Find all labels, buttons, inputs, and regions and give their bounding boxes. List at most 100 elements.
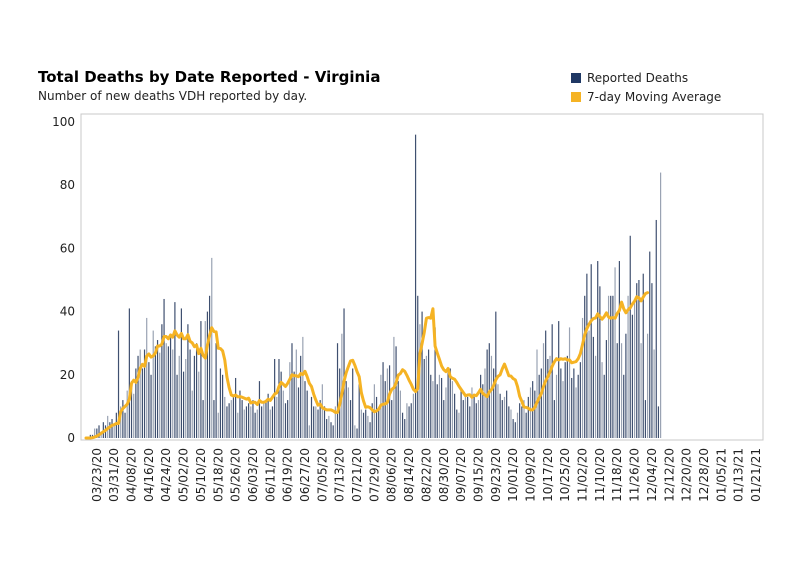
- x-tick-label: 06/11/20: [263, 448, 277, 502]
- x-tick-label: 08/30/20: [437, 448, 451, 502]
- reported-deaths-bar: [143, 349, 146, 438]
- reported-deaths-bar: [141, 368, 143, 438]
- reported-deaths-bar: [447, 371, 449, 438]
- reported-deaths-bar: [636, 283, 638, 438]
- moving-average-line: [84, 291, 650, 440]
- reported-deaths-bar: [176, 374, 178, 438]
- reported-deaths-bar: [410, 403, 412, 438]
- reported-deaths-bar: [651, 283, 653, 438]
- reported-deaths-bar: [334, 406, 336, 438]
- y-axis: 0 20 40 60 80 100: [52, 115, 75, 445]
- reported-deaths-bar: [321, 384, 323, 438]
- reported-deaths-bar: [564, 362, 566, 438]
- reported-deaths-bar: [579, 362, 581, 438]
- reported-deaths-bar: [315, 406, 317, 438]
- reported-deaths-bar: [109, 422, 111, 438]
- reported-deaths-bar: [295, 349, 297, 438]
- reported-deaths-bar: [460, 390, 462, 438]
- x-tick-label: 08/06/20: [385, 448, 399, 502]
- reported-deaths-bar: [551, 324, 553, 438]
- reported-deaths-bar: [434, 327, 436, 438]
- reported-deaths-bar: [404, 419, 406, 438]
- reported-deaths-bar: [180, 308, 182, 438]
- reported-deaths-bar: [523, 400, 525, 438]
- reported-deaths-bar: [391, 400, 393, 438]
- x-tick-label: 11/18/20: [610, 448, 624, 502]
- reported-deaths-bar: [226, 406, 228, 438]
- reported-deaths-bar: [414, 134, 417, 438]
- reported-deaths-bar: [206, 311, 209, 438]
- reported-deaths-bar: [599, 286, 601, 438]
- reported-deaths-bar: [217, 412, 219, 438]
- reported-deaths-bar: [117, 330, 120, 438]
- reported-deaths-bar: [137, 355, 139, 438]
- x-tick-label: 07/29/20: [367, 448, 381, 502]
- reported-deaths-bar: [493, 368, 495, 438]
- x-axis: 03/23/20 03/31/20 04/08/20 04/16/20 04/24/20…: [90, 448, 763, 502]
- reported-deaths-bar: [473, 396, 475, 438]
- reported-deaths-bar: [343, 308, 345, 438]
- chart-legend: Reported Deaths 7-day Moving Average: [571, 68, 721, 106]
- x-tick-label: 07/21/20: [350, 448, 364, 502]
- reported-deaths-bar: [133, 393, 135, 438]
- reported-deaths-bar: [284, 403, 287, 438]
- reported-deaths-bar: [362, 412, 365, 438]
- reported-deaths-bar: [165, 343, 167, 438]
- x-tick-label: 08/22/20: [419, 448, 433, 502]
- reported-deaths-bar: [475, 403, 477, 438]
- reported-deaths-bar: [640, 343, 642, 438]
- reported-deaths-bar: [660, 172, 662, 438]
- reported-deaths-bar: [612, 295, 614, 438]
- reported-deaths-bar: [245, 406, 248, 438]
- reported-deaths-bar: [594, 355, 597, 438]
- reported-deaths-bar: [111, 419, 113, 438]
- reported-deaths-bar: [195, 343, 198, 438]
- reported-deaths-bar: [215, 343, 217, 438]
- reported-deaths-bar: [300, 355, 302, 438]
- reported-deaths-bar: [375, 396, 378, 438]
- reported-deaths-bar: [540, 368, 542, 438]
- reported-deaths-bar: [399, 390, 401, 438]
- reported-deaths-bar: [378, 409, 380, 438]
- reported-deaths-bar: [326, 419, 328, 438]
- reported-deaths-bar: [336, 343, 339, 438]
- reported-deaths-bar: [458, 412, 460, 438]
- reported-deaths-bar: [124, 412, 126, 438]
- reported-deaths-bar: [571, 377, 573, 438]
- reported-deaths-bar: [631, 314, 634, 438]
- reported-deaths-bar: [401, 412, 404, 438]
- reported-deaths-bar: [477, 400, 480, 438]
- reported-deaths-bar: [503, 396, 506, 438]
- reported-deaths-bar: [646, 333, 649, 438]
- reported-deaths-bar: [519, 403, 521, 438]
- reported-deaths-bar: [274, 359, 276, 438]
- reported-deaths-bar: [313, 406, 315, 438]
- reported-deaths-bar: [349, 400, 352, 438]
- reported-deaths-bar: [566, 355, 568, 438]
- reported-deaths-bar: [159, 352, 161, 438]
- reported-deaths-bar: [96, 428, 98, 438]
- y-tick-label: 20: [60, 368, 75, 382]
- x-tick-label: 11/10/20: [593, 448, 607, 502]
- reported-deaths-bar: [187, 324, 189, 438]
- reported-deaths-bar: [610, 295, 612, 438]
- reported-deaths-bar: [252, 400, 254, 438]
- plot-frame: [80, 113, 764, 441]
- reported-deaths-bar: [256, 409, 258, 438]
- reported-deaths-bar: [239, 390, 241, 438]
- x-tick-label: 05/02/20: [177, 448, 191, 502]
- reported-deaths-bar: [271, 406, 274, 438]
- reported-deaths-bar: [126, 390, 128, 438]
- reported-deaths-bar: [553, 400, 555, 438]
- reported-deaths-bar: [213, 400, 215, 438]
- reported-deaths-bar: [282, 390, 284, 438]
- x-tick-label: 10/17/20: [541, 448, 555, 502]
- reported-deaths-bar: [443, 400, 445, 438]
- reported-deaths-bar: [510, 409, 512, 438]
- reported-deaths-bar: [302, 336, 304, 438]
- y-tick-label: 0: [67, 431, 75, 445]
- reported-deaths-bar: [193, 355, 196, 438]
- reported-deaths-bar: [638, 280, 640, 438]
- reported-deaths-bar: [484, 368, 486, 438]
- x-tick-label: 03/31/20: [107, 448, 121, 502]
